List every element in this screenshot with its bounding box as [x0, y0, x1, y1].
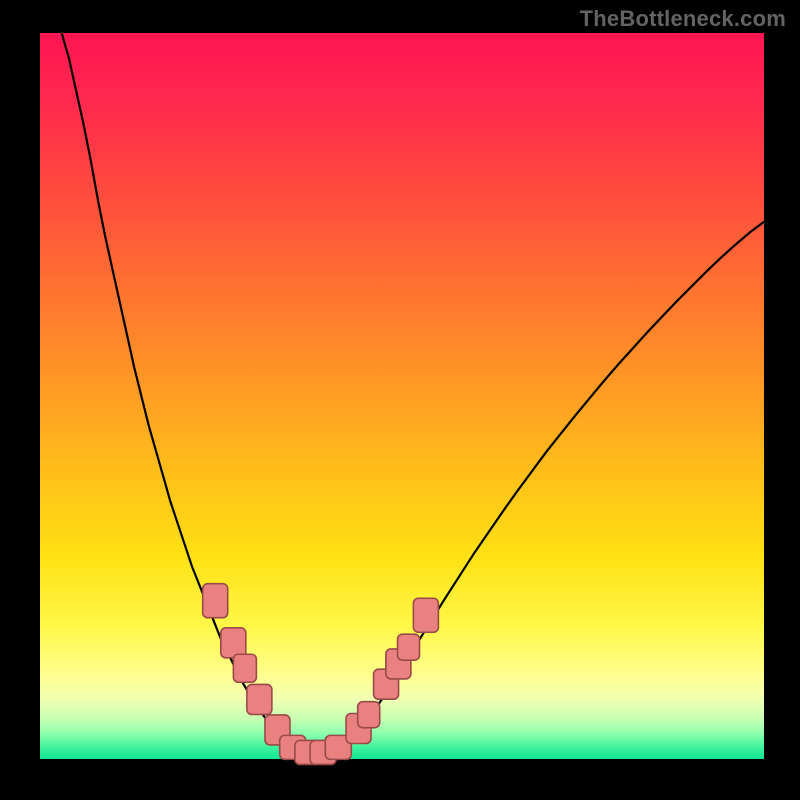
canvas: TheBottleneck.com [0, 0, 800, 800]
watermark-text: TheBottleneck.com [580, 6, 786, 32]
plot-gradient-background [40, 33, 764, 759]
